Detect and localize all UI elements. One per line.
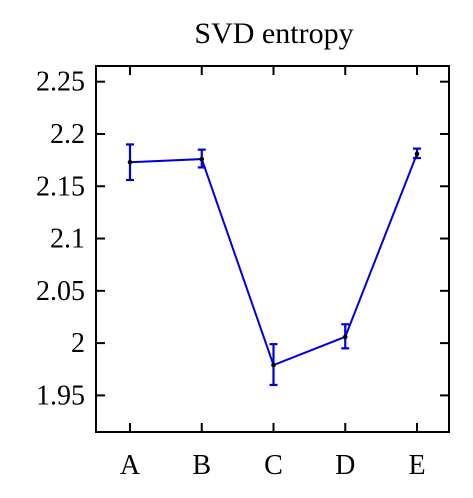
x-tick-label: D xyxy=(335,450,355,481)
y-tick-label: 2.05 xyxy=(36,276,85,307)
y-tick-label: 2.1 xyxy=(50,224,85,255)
series-line xyxy=(129,153,418,367)
x-tick-label: A xyxy=(120,450,141,481)
y-tick-label: 2.25 xyxy=(36,67,85,98)
x-tick-label: B xyxy=(192,450,211,481)
y-tick-label: 1.95 xyxy=(36,380,85,411)
data-point xyxy=(414,151,420,157)
x-tick-label: E xyxy=(408,450,425,481)
y-axis: 1.95 2 2.05 2.1 2.15 2.2 2.25 xyxy=(36,67,449,411)
data-point xyxy=(127,159,133,165)
data-point xyxy=(342,334,348,340)
data-point xyxy=(199,156,205,162)
x-tick-label: C xyxy=(264,450,283,481)
x-axis: A B C D E xyxy=(120,66,426,481)
data-point xyxy=(271,362,276,368)
y-tick-label: 2 xyxy=(71,328,85,359)
series-layer xyxy=(126,143,421,387)
chart-title: SVD entropy xyxy=(194,17,353,50)
y-tick-label: 2.2 xyxy=(50,119,85,150)
y-tick-label: 2.15 xyxy=(36,171,85,202)
